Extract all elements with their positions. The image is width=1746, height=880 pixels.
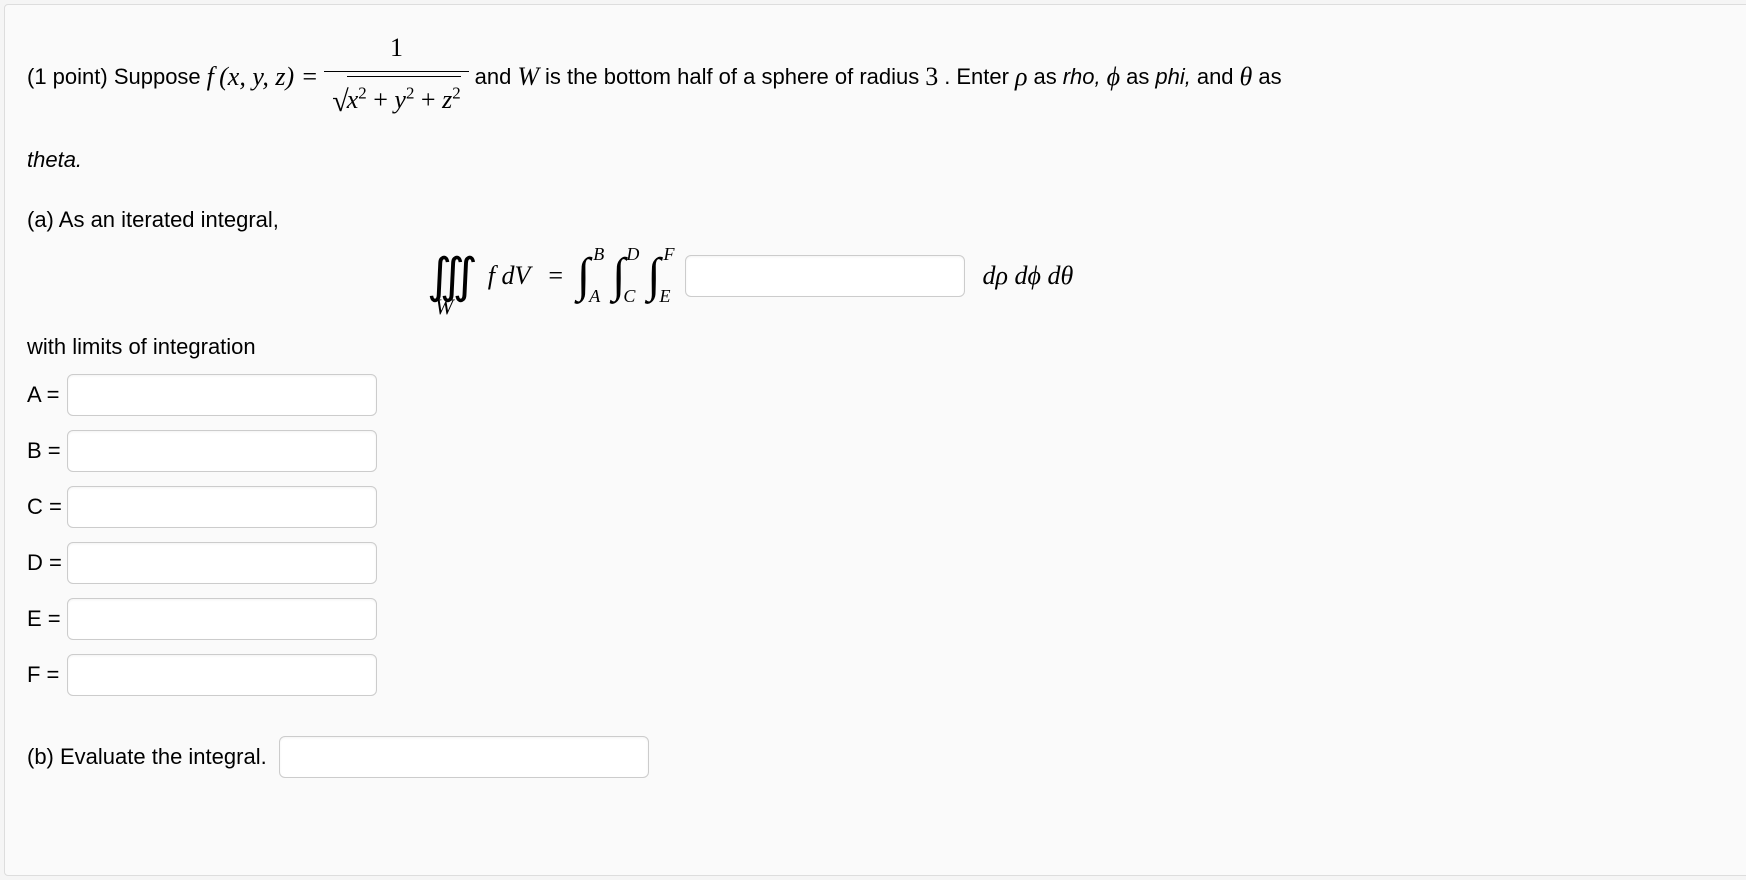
- C-label: C =: [27, 494, 67, 520]
- D-label: D =: [27, 550, 67, 576]
- as-text-3: as: [1258, 59, 1281, 94]
- theta-symbol: θ: [1240, 56, 1253, 98]
- text-after-W: is the bottom half of a sphere of radius: [545, 59, 919, 94]
- rho-symbol: ρ: [1015, 56, 1027, 98]
- int3-upper: F: [664, 244, 675, 265]
- integrand-input[interactable]: [685, 255, 965, 297]
- theta-word: theta.: [27, 147, 82, 172]
- W-variable: W: [517, 56, 539, 98]
- as-text-2: as: [1126, 59, 1149, 94]
- region-W: W: [435, 294, 453, 320]
- enter-text: Enter: [956, 59, 1009, 94]
- text-and: and: [475, 59, 512, 94]
- B-label: B =: [27, 438, 67, 464]
- fraction: 1 √x2 + y2 + z2: [324, 27, 468, 126]
- function-lhs: f (x, y, z) =: [207, 56, 319, 98]
- radius-value: 3: [925, 56, 938, 98]
- fraction-numerator: 1: [324, 27, 468, 72]
- part-b-label: (b) Evaluate the integral.: [27, 744, 267, 770]
- phi-symbol: ϕ: [1107, 56, 1120, 98]
- integral-equation: ∭ W f dV = ∫ B A ∫ D C ∫ F E dρ dϕ dθ: [427, 248, 1727, 304]
- int1-lower: A: [589, 286, 600, 307]
- triple-integral-icon: ∭ W: [427, 248, 478, 304]
- F-input[interactable]: [67, 654, 377, 696]
- evaluate-input[interactable]: [279, 736, 649, 778]
- problem-container: (1 point) Suppose f (x, y, z) = 1 √x2 + …: [4, 4, 1746, 876]
- period: .: [944, 59, 950, 94]
- int1-upper: B: [593, 244, 604, 265]
- and-text: and: [1197, 59, 1234, 94]
- limits-section: with limits of integration A = B = C = D…: [27, 334, 1727, 696]
- part-b-section: (b) Evaluate the integral.: [27, 736, 1727, 778]
- int2-upper: D: [626, 244, 639, 265]
- integral-2-icon: ∫ D C: [612, 248, 625, 303]
- int3-lower: E: [660, 286, 671, 307]
- int2-lower: C: [623, 286, 635, 307]
- fraction-denominator: √x2 + y2 + z2: [324, 72, 468, 126]
- E-label: E =: [27, 606, 67, 632]
- limits-label: with limits of integration: [27, 334, 1727, 360]
- part-a-label: (a) As an iterated integral,: [27, 207, 1727, 233]
- points-text: (1 point) Suppose: [27, 59, 201, 94]
- E-input[interactable]: [67, 598, 377, 640]
- phi-word: phi,: [1155, 59, 1190, 94]
- F-label: F =: [27, 662, 67, 688]
- C-input[interactable]: [67, 486, 377, 528]
- A-label: A =: [27, 382, 67, 408]
- as-text-1: as: [1033, 59, 1056, 94]
- integral-1-icon: ∫ B A: [577, 248, 590, 303]
- integrand-f-dV: f dV: [488, 261, 531, 291]
- equals-sign: =: [548, 261, 563, 291]
- differentials: dρ dϕ dθ: [983, 261, 1074, 291]
- integral-3-icon: ∫ F E: [647, 248, 660, 303]
- B-input[interactable]: [67, 430, 377, 472]
- problem-statement: (1 point) Suppose f (x, y, z) = 1 √x2 + …: [27, 27, 1727, 177]
- A-input[interactable]: [67, 374, 377, 416]
- rho-word: rho,: [1063, 59, 1101, 94]
- D-input[interactable]: [67, 542, 377, 584]
